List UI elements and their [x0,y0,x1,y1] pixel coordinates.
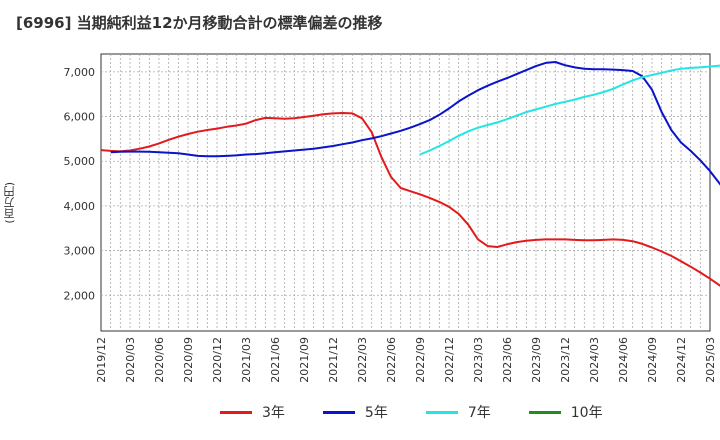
y-tick-label: 5,000 [64,155,96,168]
x-tick-label: 2020/12 [211,337,224,383]
legend-item-5y: 5年 [322,402,388,422]
legend-label-5y: 5年 [364,405,388,421]
x-tick-label: 2023/12 [559,337,572,383]
legend-swatch-7y [425,410,458,414]
x-tick-label: 2022/12 [443,337,456,383]
series-line-2 [419,64,720,156]
legend-label-7y: 7年 [467,405,491,421]
x-tick-label: 2025/03 [704,337,717,383]
legend-swatch-10y [528,410,561,414]
legend: 3年 5年 7年 10年 [220,402,603,422]
x-tick-label: 2022/06 [385,337,398,383]
y-tick-label: 4,000 [64,200,96,213]
series-line-1 [110,61,720,186]
x-tick-label: 2020/06 [153,337,166,383]
legend-swatch-3y [220,410,252,414]
x-tick-label: 2023/03 [472,337,485,383]
x-tick-label: 2021/06 [269,337,282,383]
x-tick-label: 2023/06 [501,337,514,383]
x-tick-label: 2022/09 [414,337,427,383]
x-tick-label: 2020/09 [182,337,195,383]
y-tick-label: 7,000 [64,66,96,79]
x-tick-label: 2022/03 [356,337,369,383]
legend-item-3y: 3年 [220,402,285,422]
legend-item-10y: 10年 [528,402,603,422]
x-tick-label: 2023/09 [530,337,543,383]
x-tick-label: 2021/09 [298,337,311,383]
y-tick-label: 2,000 [64,289,96,302]
legend-item-7y: 7年 [425,402,491,422]
legend-swatch-5y [322,410,355,414]
plot-area [100,53,711,332]
x-tick-label: 2020/03 [124,337,137,383]
y-tick-label: 3,000 [64,245,96,258]
legend-label-3y: 3年 [262,405,285,421]
x-tick-label: 2024/12 [675,337,688,383]
x-tick-label: 2024/03 [588,337,601,383]
chart-title: [6996] 当期純利益12か月移動合計の標準偏差の推移 [16,14,383,32]
legend-label-10y: 10年 [570,405,603,421]
x-tick-label: 2021/03 [240,337,253,383]
x-tick-label: 2024/09 [646,337,659,383]
x-tick-label: 2021/12 [327,337,340,383]
y-tick-label: 6,000 [64,111,96,124]
x-tick-label: 2024/06 [617,337,630,383]
x-tick-label: 2019/12 [95,337,108,383]
series-line-0 [100,112,720,287]
